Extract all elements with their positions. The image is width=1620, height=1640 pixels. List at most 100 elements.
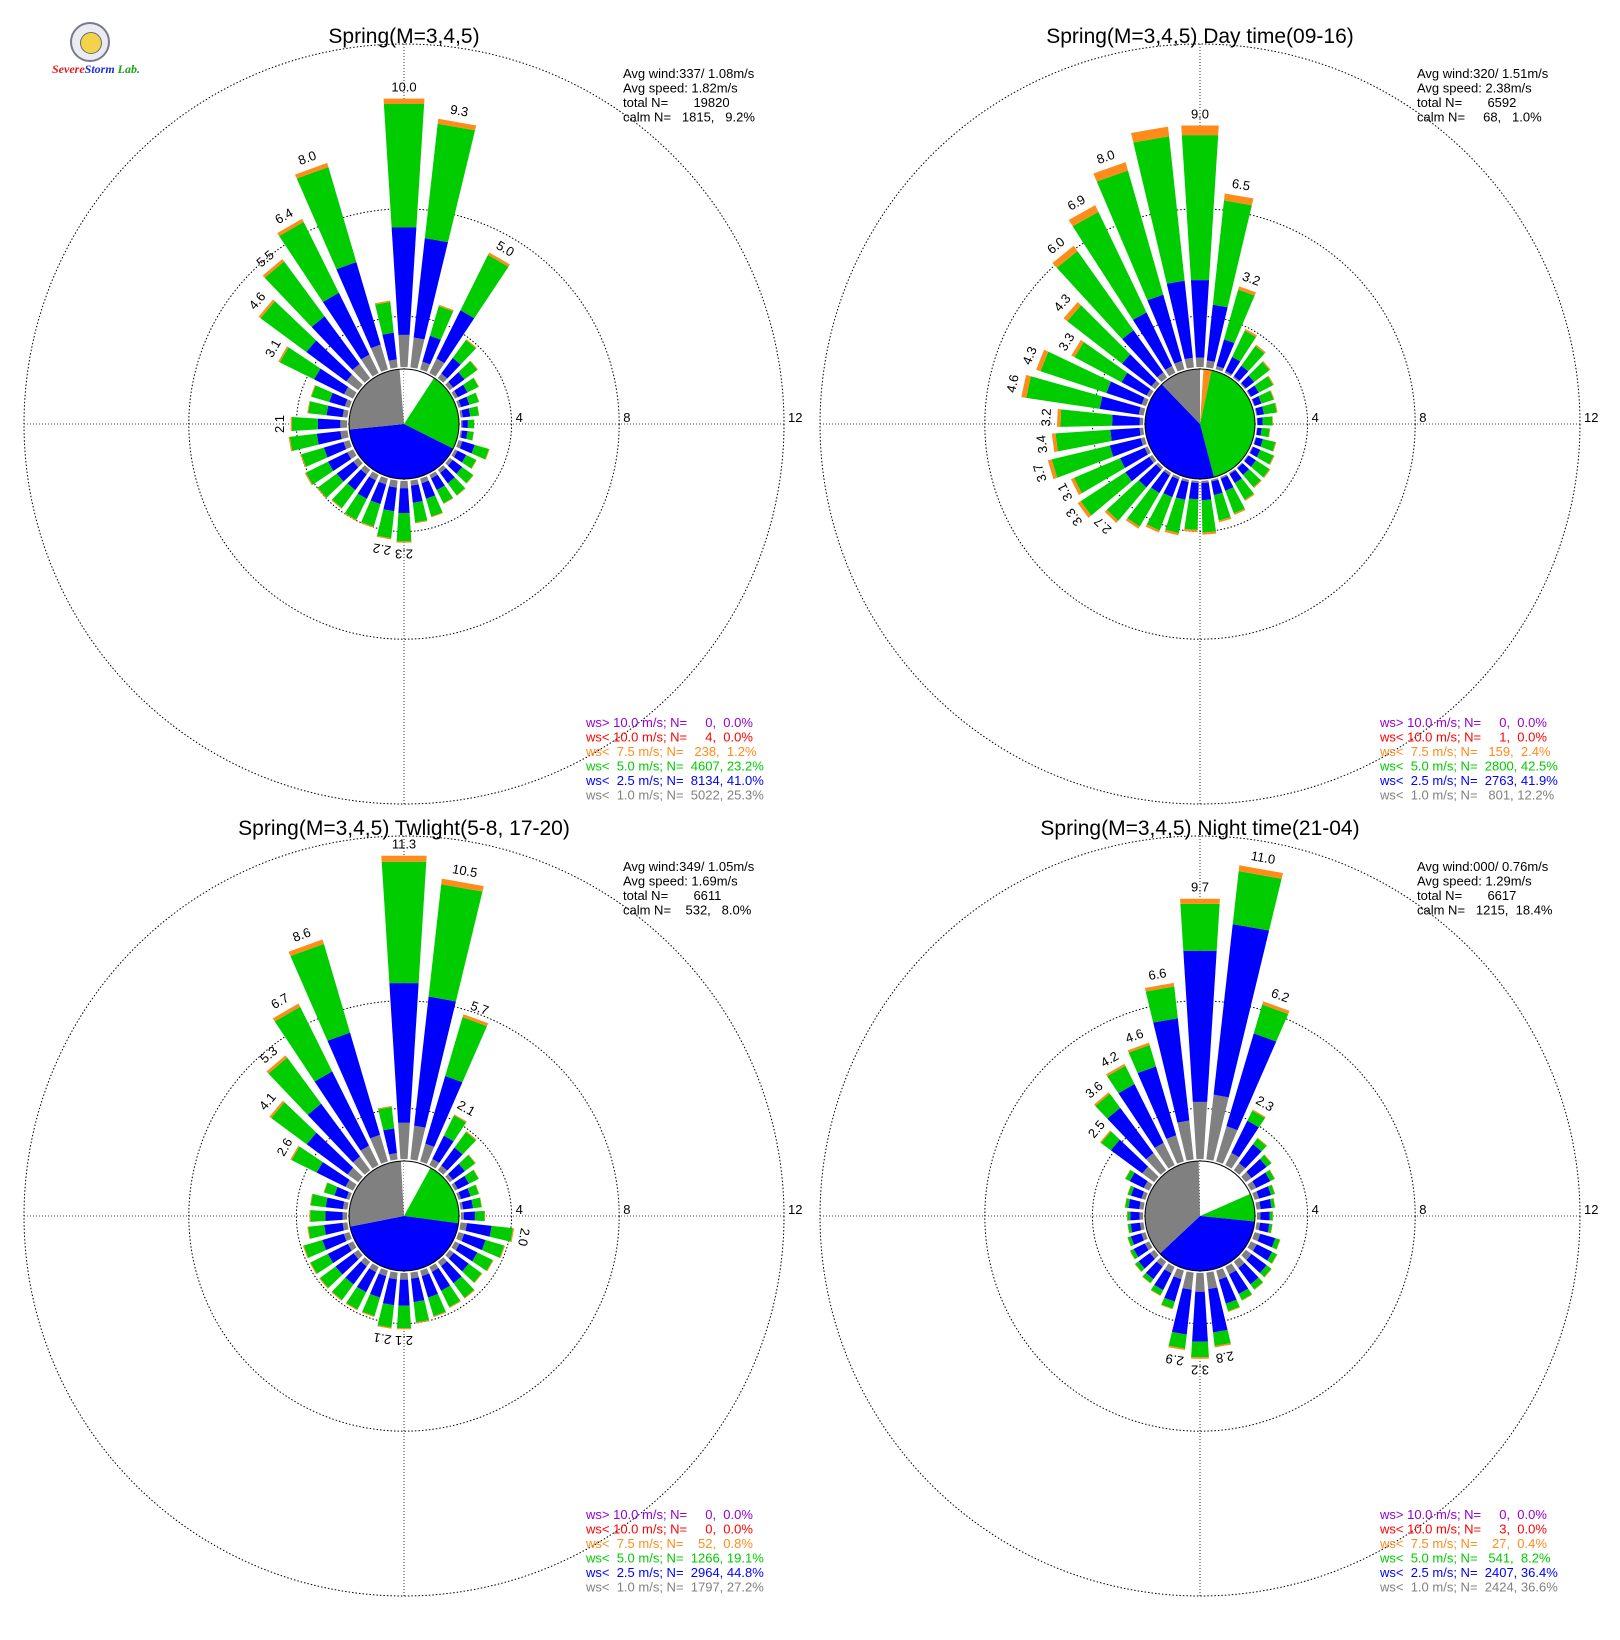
bar-segment-lt7_5 (1264, 1268, 1272, 1278)
bar-segment-lt1 (1247, 1241, 1257, 1252)
bar-segment-lt5 (1127, 1211, 1131, 1221)
bar-segment-lt5 (471, 444, 490, 460)
bar-direction-9 (460, 1210, 486, 1222)
bar-segment-lt2_5 (454, 1175, 470, 1190)
bar-segment-lt1 (1254, 408, 1258, 416)
bar-segment-lt2_5 (306, 340, 352, 382)
bar-segment-lt7_5 (1099, 1130, 1111, 1144)
bar-segment-lt7_5 (383, 98, 425, 105)
bar-segment-lt2_5 (461, 408, 471, 418)
bar-segment-lt1 (460, 420, 463, 428)
bar-segment-lt5 (346, 1286, 367, 1310)
bar-segment-lt2_5 (1259, 1199, 1272, 1210)
bar-value-label: 3.1 (1054, 481, 1076, 504)
bar-direction-0 (1180, 898, 1220, 1160)
bar-direction-19 (377, 1271, 398, 1329)
bar-segment-lt1 (420, 1268, 430, 1277)
bar-segment-lt5 (1127, 1236, 1134, 1247)
legend-entry-lt7_5: ws< 7.5 m/s; N= 159, 2.4% (1379, 744, 1551, 759)
bar-segment-lt5 (1051, 445, 1114, 478)
bar-segment-lt1 (347, 1241, 357, 1251)
bar-segment-lt7_5 (1105, 1063, 1126, 1077)
bar-segment-lt1 (1255, 427, 1258, 435)
bar-segment-lt1 (1154, 1142, 1175, 1169)
bar-direction-28 (1124, 1198, 1145, 1210)
bar-segment-lt1 (1164, 1263, 1175, 1274)
bar-segment-lt5 (1213, 1329, 1231, 1346)
bar-segment-lt7_5 (1271, 1184, 1276, 1194)
bar-segment-lt1 (410, 1125, 426, 1161)
bar-segment-lt7_5 (376, 535, 392, 540)
bar-segment-lt7_5 (360, 522, 374, 528)
bar-segment-lt2_5 (1099, 396, 1141, 415)
bar-segment-lt2_5 (1130, 1187, 1144, 1199)
bar-segment-lt2_5 (1247, 385, 1259, 397)
bar-segment-lt2_5 (459, 441, 475, 454)
bar-segment-lt1 (437, 373, 448, 383)
bar-segment-lt1 (1155, 462, 1164, 470)
legend-entry-lt7_5: ws< 7.5 m/s; N= 238, 1.2% (585, 744, 757, 759)
bar-direction-33 (1052, 245, 1168, 382)
bar-direction-5 (445, 1154, 476, 1183)
bar-segment-lt5 (1145, 986, 1178, 1023)
bar-segment-lt2_5 (1107, 1107, 1154, 1160)
bar-value-label: 2.1 (395, 1333, 413, 1348)
bar-segment-lt2_5 (1145, 1261, 1163, 1280)
bar-segment-lt1 (1173, 1268, 1184, 1280)
bar-segment-lt1 (399, 1272, 409, 1280)
bar-segment-lt2_5 (1229, 1270, 1249, 1295)
bar-segment-lt7_5 (1184, 528, 1198, 533)
bar-segment-lt2_5 (447, 459, 463, 474)
range-ring (188, 1000, 620, 1432)
bar-segment-lt5 (1060, 409, 1113, 427)
bar-segment-lt7_5 (316, 487, 327, 499)
bar-segment-lt5 (279, 347, 321, 380)
bar-segment-lt7_5 (307, 1226, 311, 1239)
bar-segment-lt7_5 (374, 300, 391, 305)
bar-segment-lt1 (437, 465, 446, 473)
wind-rose-panel-1: 4 8 1210.09.35.02.32.22.13.14.65.56.48.0Sp… (23, 25, 802, 805)
bar-segment-lt5 (1256, 449, 1274, 465)
pie-slice-lt5 (404, 1167, 459, 1224)
bar-segment-lt5 (311, 385, 333, 402)
bar-value-label: 4.3 (1019, 344, 1040, 366)
bar-segment-lt7_5 (453, 1114, 467, 1123)
bar-segment-lt5 (471, 1197, 482, 1209)
bar-segment-lt2_5 (1128, 1199, 1141, 1210)
legend-entry-lt5: ws< 5.0 m/s; N= 1266, 19.1% (585, 1551, 764, 1566)
bar-direction-25 (302, 1232, 352, 1259)
bar-segment-lt7_5 (1068, 205, 1099, 227)
bar-segment-lt1 (1184, 357, 1194, 369)
bar-direction-14 (437, 1257, 475, 1299)
bar-direction-13 (1243, 454, 1271, 479)
bar-segment-lt5 (1225, 1299, 1240, 1312)
bar-segment-lt1 (1215, 365, 1224, 372)
bar-segment-lt2_5 (336, 461, 359, 482)
bar-direction-20 (1161, 1268, 1184, 1310)
bar-segment-lt7_5 (441, 878, 484, 892)
bar-direction-27 (290, 416, 348, 432)
bar-segment-lt7_5 (1268, 428, 1271, 438)
bar-segment-lt5 (1168, 1332, 1187, 1349)
pie-slice-lt2_5 (349, 424, 454, 480)
bar-direction-16 (1220, 474, 1246, 516)
bar-value-label: 2.1 (455, 1097, 478, 1119)
bar-segment-lt1 (1191, 480, 1199, 484)
bar-segment-lt1 (1139, 1222, 1145, 1231)
bar-segment-lt7_5 (307, 401, 311, 414)
bar-segment-lt7_5 (1127, 1185, 1131, 1195)
bar-direction-6 (451, 377, 480, 399)
bar-segment-lt7_5 (1254, 1282, 1264, 1291)
bar-segment-lt2_5 (324, 1222, 344, 1235)
bar-segment-lt7_5 (1241, 1294, 1253, 1301)
bar-segment-lt2_5 (382, 1277, 397, 1306)
bar-segment-lt1 (361, 354, 379, 377)
bar-segment-lt7_5 (1036, 349, 1049, 372)
bar-segment-lt7_5 (486, 1260, 494, 1272)
bar-segment-lt2_5 (1211, 479, 1223, 496)
radial-tick-label: 8 (1419, 410, 1426, 425)
bar-segment-lt5 (412, 501, 428, 523)
legend-entry-lt7_5: ws< 7.5 m/s; N= 27, 0.4% (1379, 1536, 1547, 1551)
bar-segment-lt1 (445, 1249, 454, 1259)
